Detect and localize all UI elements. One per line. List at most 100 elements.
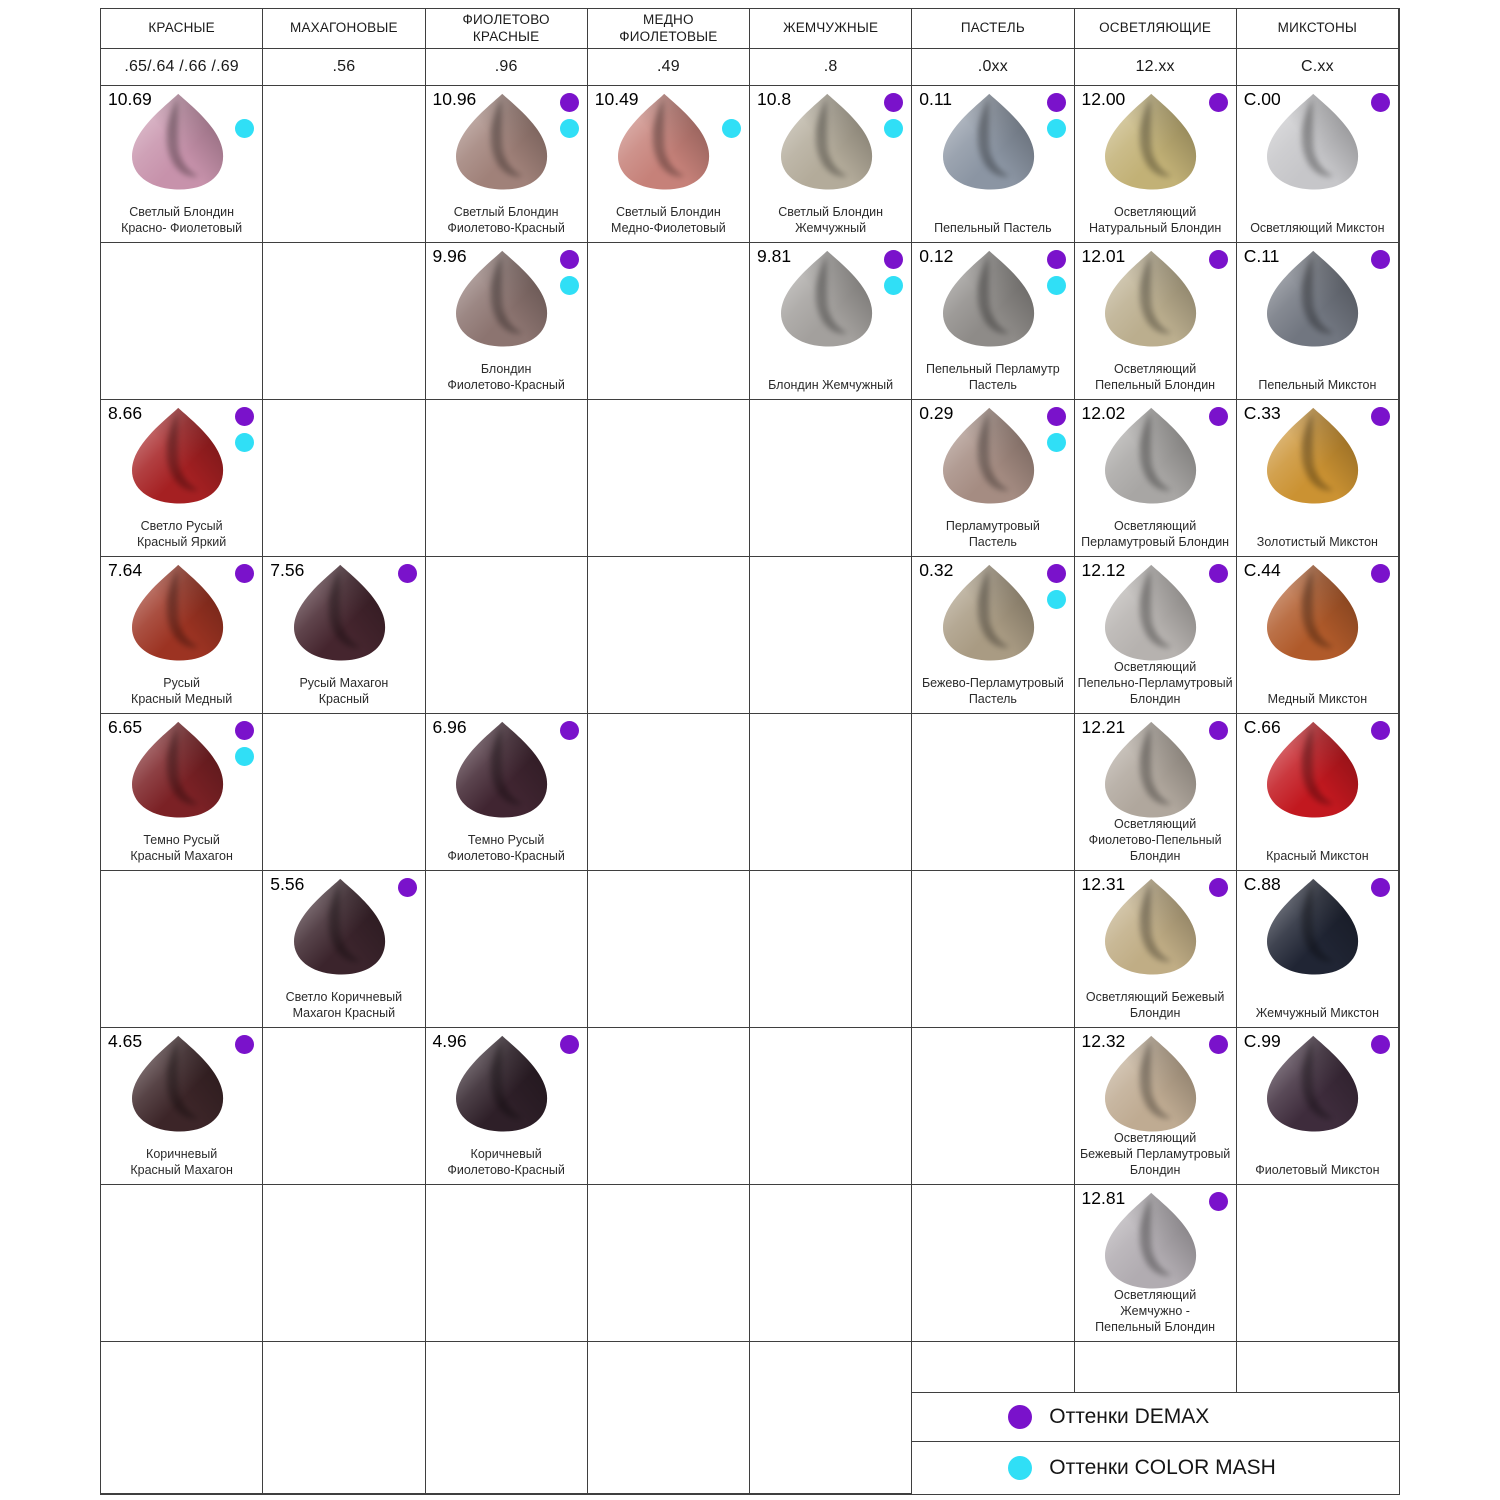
brand-dots — [1371, 1035, 1390, 1054]
shade-cell — [263, 86, 426, 243]
shade-code: 10.96 — [432, 89, 477, 109]
hair-swatch — [293, 878, 385, 975]
hair-swatch — [131, 93, 223, 190]
shade-code: 12.31 — [1081, 874, 1126, 894]
palette-table: КРАСНЫЕ МАХАГОНОВЫЕ ФИОЛЕТОВО КРАСНЫЕ МЕДНО… — [100, 8, 1400, 1495]
empty-cell — [1237, 1342, 1399, 1392]
shade-cell — [101, 1185, 264, 1342]
hair-swatch — [780, 93, 872, 190]
shade-name: Русый Махагон Красный — [299, 676, 389, 706]
shade-cell: 0.12 Пепельный Перламутр Пастель — [912, 243, 1075, 400]
shade-code: 8.66 — [108, 403, 143, 423]
shade-code: C.33 — [1243, 403, 1281, 423]
column-header: ОСВЕТЛЯЮЩИЕ — [1074, 9, 1237, 49]
demax-dot-icon — [397, 564, 417, 583]
column-code: 12.xx — [1074, 49, 1237, 86]
demax-dot-icon — [1046, 250, 1066, 269]
brand-dots — [559, 721, 579, 740]
legend-block: Оттенки DEMAX Оттенки COLOR MASH — [912, 1342, 1399, 1494]
shade-cell — [750, 557, 913, 714]
hair-swatch — [1267, 93, 1359, 190]
shade-code: 12.81 — [1081, 1188, 1126, 1208]
shade-cell: 12.02 Осветляющий Перламутровый Блондин — [1074, 400, 1237, 557]
shade-cell: 8.66 Светло Русый Красный Яркий — [101, 400, 264, 557]
hair-swatch — [1267, 564, 1359, 661]
shade-cell — [750, 714, 913, 871]
hair-swatch — [1105, 878, 1197, 975]
shade-cell — [750, 1028, 913, 1185]
color-mash-dot-icon — [559, 276, 579, 295]
shade-code: 10.49 — [594, 89, 639, 109]
demax-dot-icon — [884, 93, 904, 112]
hair-swatch — [1105, 250, 1197, 347]
column-code: .0xx — [912, 49, 1075, 86]
brand-dots — [1208, 721, 1228, 740]
shade-cell — [1236, 1185, 1399, 1342]
shade-name: Пепельный Перламутр Пастель — [925, 362, 1060, 392]
brand-dots — [1371, 721, 1390, 740]
hair-swatch — [1105, 93, 1197, 190]
brand-dots — [884, 93, 904, 138]
shade-cell: C.99 Фиолетовый Микстон — [1236, 1028, 1399, 1185]
hair-swatch — [618, 93, 710, 190]
shade-cell — [587, 1185, 750, 1342]
demax-dot-icon — [1371, 407, 1390, 426]
shade-cell: 0.29 Перламутровый Пастель — [912, 400, 1075, 557]
color-mash-dot-icon — [235, 433, 255, 452]
shade-cell: 7.56 Русый Махагон Красный — [263, 557, 426, 714]
column-code-label: 12.xx — [1135, 58, 1175, 75]
color-mash-dot-icon — [884, 276, 904, 295]
hair-swatch — [942, 407, 1034, 504]
column-code-label: .49 — [656, 58, 680, 75]
column-code-label: .96 — [494, 58, 518, 75]
shade-cell: 6.65 Темно Русый Красный Махагон — [101, 714, 264, 871]
shade-cell — [587, 400, 750, 557]
brand-dots — [1208, 93, 1228, 112]
shade-code: 6.96 — [432, 717, 467, 737]
shade-cell — [425, 871, 588, 1028]
demax-dot-icon — [1371, 721, 1390, 740]
column-header-label: КРАСНЫЕ — [148, 20, 215, 36]
shade-cell — [101, 871, 264, 1028]
brand-dots — [884, 250, 904, 295]
shade-name: Русый Красный Медный — [131, 676, 233, 706]
shade-cell — [263, 1028, 426, 1185]
column-header-label: ПАСТЕЛЬ — [960, 20, 1025, 36]
shade-code: 4.65 — [108, 1031, 143, 1051]
shade-cell: 10.96 Светлый Блондин Фиолетово-Красный — [425, 86, 588, 243]
hair-swatch — [456, 93, 548, 190]
hair-swatch — [1105, 1192, 1197, 1289]
shade-code: 10.69 — [108, 89, 152, 109]
hair-swatch — [1105, 721, 1197, 818]
shade-code: C.11 — [1243, 246, 1280, 266]
shade-name: Темно Русый Красный Махагон — [130, 833, 233, 863]
color-mash-dot-icon — [884, 119, 904, 138]
shade-name: Пепельный Пастель — [934, 221, 1052, 235]
column-code: .49 — [587, 49, 750, 86]
shade-cell: 12.00 Осветляющий Натуральный Блондин — [1074, 86, 1237, 243]
shade-cell: 5.56 Светло Коричневый Махагон Красный — [263, 871, 426, 1028]
demax-dot-icon — [559, 93, 579, 112]
demax-dot-icon — [1208, 1192, 1228, 1211]
demax-dot-icon — [235, 564, 255, 583]
shade-name: Осветляющий Фиолетово-Пепельный Блондин — [1088, 817, 1222, 863]
shade-cell: 12.21 Осветляющий Фиолетово-Пепельный Бло… — [1074, 714, 1237, 871]
empty-cell — [425, 1342, 588, 1494]
demax-dot-icon — [1371, 1035, 1390, 1054]
shade-cell: 0.32 Бежево-Перламутровый Пастель — [912, 557, 1075, 714]
shade-name: Фиолетовый Микстон — [1255, 1163, 1380, 1177]
shade-code: 9.96 — [432, 246, 467, 266]
hair-swatch — [942, 250, 1034, 347]
shade-code: 10.8 — [757, 89, 792, 109]
shade-code: 7.64 — [108, 560, 143, 580]
shade-name: Осветляющий Натуральный Блондин — [1088, 205, 1222, 235]
color-mash-dot-icon — [1046, 276, 1066, 295]
legend-label-color-mash: Оттенки COLOR MASH — [1049, 1456, 1276, 1479]
shade-cell — [587, 243, 750, 400]
color-mash-dot-icon — [1008, 1456, 1033, 1480]
color-mash-dot-icon — [1046, 119, 1066, 138]
empty-row — [912, 1342, 1399, 1393]
shade-name: Осветляющий Бежевый Перламутровый Блонди… — [1079, 1131, 1231, 1177]
shade-code: C.88 — [1243, 874, 1281, 894]
shade-cell: 6.96 Темно Русый Фиолетово-Красный — [425, 714, 588, 871]
